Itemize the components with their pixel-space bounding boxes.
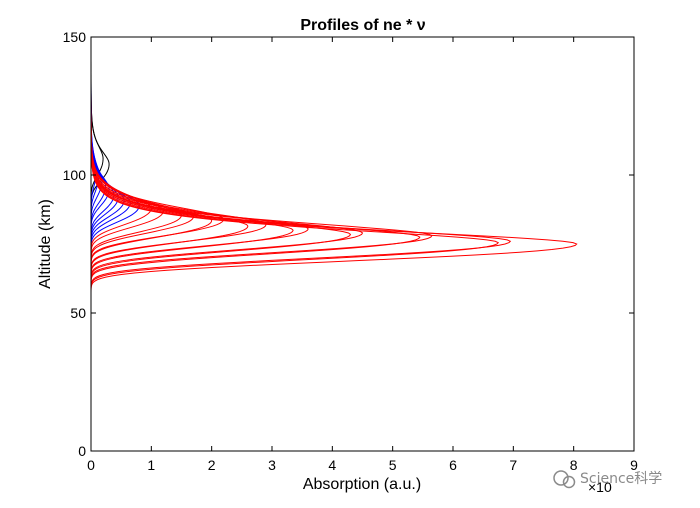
x-axis-title: Absorption (a.u.) [303, 476, 421, 493]
watermark-text: Science科学 [580, 471, 662, 487]
y-tick-label: 0 [78, 443, 86, 459]
x-tick-label: 9 [630, 457, 638, 473]
x-tick-label: 4 [328, 457, 336, 473]
x-tick-label: 5 [389, 457, 397, 473]
x-tick-label: 6 [449, 457, 457, 473]
y-tick-label: 50 [70, 305, 86, 321]
y-axis-title: Altitude (km) [37, 199, 54, 289]
x-tick-label: 7 [509, 457, 517, 473]
x-tick-label: 1 [147, 457, 155, 473]
x-tick-label: 3 [268, 457, 276, 473]
plot-frame [90, 36, 635, 452]
x-tick-label: 8 [570, 457, 578, 473]
x-exponent-label: ×10 [588, 479, 612, 495]
x-tick-label: 2 [208, 457, 216, 473]
chart-title: Profiles of ne * ν [300, 17, 425, 34]
watermark: Science科学 [553, 470, 662, 489]
y-tick-label: 100 [63, 167, 87, 183]
wechat-icon [553, 470, 576, 489]
y-tick-label: 150 [63, 29, 87, 45]
x-tick-label: 0 [87, 457, 95, 473]
axis-ticks: 0 1 2 3 4 5 6 7 8 9 0 50 100 150 [63, 29, 638, 473]
